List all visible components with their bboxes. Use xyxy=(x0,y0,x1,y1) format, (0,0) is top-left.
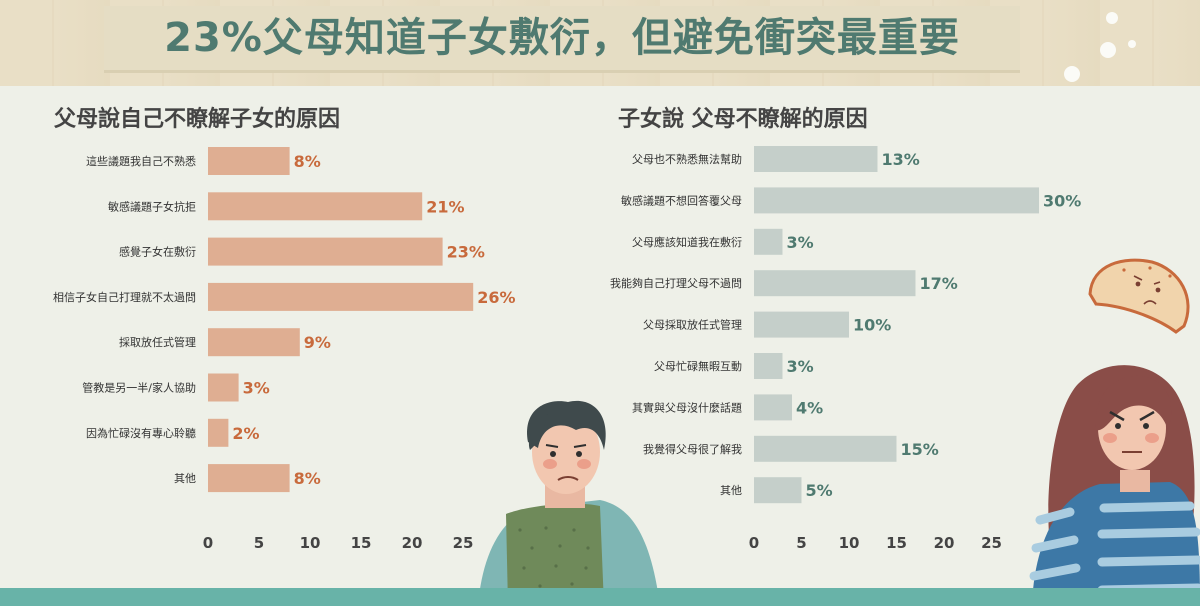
x-tick-label: 0 xyxy=(203,534,213,552)
left-chart-title: 父母說自己不瞭解子女的原因 xyxy=(54,106,340,132)
bar xyxy=(754,435,897,462)
x-tick-label: 15 xyxy=(351,534,372,552)
decor-dot xyxy=(1064,66,1080,82)
right-chart-title: 子女說 父母不瞭解的原因 xyxy=(618,106,868,132)
value-label: 15% xyxy=(901,440,939,459)
value-label: 17% xyxy=(920,274,958,293)
value-label: 21% xyxy=(426,197,464,216)
category-label: 父母也不熟悉無法幫助 xyxy=(632,152,742,166)
bar xyxy=(754,311,849,338)
bar xyxy=(754,394,792,421)
footer-strip xyxy=(0,588,1200,606)
value-label: 5% xyxy=(806,481,833,500)
bar xyxy=(208,192,423,221)
value-label: 8% xyxy=(294,469,321,488)
x-tick-label: 10 xyxy=(300,534,321,552)
bread-face-icon xyxy=(1088,258,1190,334)
title-box xyxy=(104,6,1020,73)
angry-woman-illustration xyxy=(1029,365,1200,606)
bar xyxy=(754,146,878,172)
category-label: 我覺得父母很了解我 xyxy=(643,442,742,456)
x-tick-label: 5 xyxy=(796,534,806,552)
value-label: 23% xyxy=(447,243,485,262)
bar xyxy=(754,353,783,379)
category-label: 敏感議題不想回答覆父母 xyxy=(621,193,742,207)
bar xyxy=(754,228,783,255)
category-label: 其實與父母沒什麼話題 xyxy=(632,400,742,414)
category-label: 父母應該知道我在敷衍 xyxy=(632,235,742,249)
bar xyxy=(208,464,290,493)
x-tick-label: 0 xyxy=(749,534,759,552)
right-chart: 子女說 父母不瞭解的原因 父母也不熟悉無法幫助 13% 敏感議題不想回答覆父母 30%… xyxy=(610,106,1081,552)
x-tick-label: 20 xyxy=(402,534,423,552)
x-tick-label: 25 xyxy=(981,534,1002,552)
category-label: 相信子女自己打理就不太過問 xyxy=(53,290,196,304)
page-title: 23%父母知道子女敷衍，但避免衝突最重要 xyxy=(164,15,960,61)
category-label: 感覺子女在敷衍 xyxy=(119,245,196,259)
category-label: 其他 xyxy=(174,472,196,485)
value-label: 3% xyxy=(787,233,814,252)
category-label: 父母忙碌無暇互動 xyxy=(654,359,742,373)
value-label: 9% xyxy=(304,333,331,352)
category-label: 這些議題我自己不熟悉 xyxy=(86,154,196,168)
worried-man-illustration xyxy=(478,400,660,606)
bar xyxy=(754,187,1039,214)
bar xyxy=(208,373,239,402)
category-label: 我能夠自己打理父母不過問 xyxy=(610,276,742,290)
category-label: 其他 xyxy=(720,484,742,497)
category-label: 因為忙碌沒有專心聆聽 xyxy=(86,426,196,440)
decor-dot xyxy=(1128,40,1136,48)
bar xyxy=(208,147,290,175)
value-label: 3% xyxy=(787,357,814,376)
bar xyxy=(754,270,916,297)
bar xyxy=(208,282,474,311)
bar xyxy=(208,418,229,447)
value-label: 10% xyxy=(853,316,891,335)
decor-dot xyxy=(1106,12,1118,24)
category-label: 管教是另一半/家人協助 xyxy=(82,381,196,395)
category-label: 父母採取放任式管理 xyxy=(643,318,742,332)
category-label: 採取放任式管理 xyxy=(119,335,196,349)
decor-dot xyxy=(1100,42,1116,58)
x-tick-label: 5 xyxy=(254,534,264,552)
value-label: 4% xyxy=(796,398,823,417)
value-label: 8% xyxy=(294,152,321,171)
value-label: 30% xyxy=(1043,191,1081,210)
bar xyxy=(754,477,802,504)
value-label: 13% xyxy=(882,150,920,169)
x-tick-label: 15 xyxy=(886,534,907,552)
x-tick-label: 25 xyxy=(453,534,474,552)
value-label: 3% xyxy=(243,379,270,398)
category-label: 敏感議題子女抗拒 xyxy=(108,199,196,213)
value-label: 2% xyxy=(232,424,259,443)
x-tick-label: 20 xyxy=(934,534,955,552)
left-chart: 父母說自己不瞭解子女的原因 這些議題我自己不熟悉 8% 敏感議題子女抗拒 21% 感覺子… xyxy=(53,106,515,552)
bar xyxy=(208,328,300,357)
x-tick-label: 10 xyxy=(839,534,860,552)
bar xyxy=(208,237,443,266)
value-label: 26% xyxy=(477,288,515,307)
